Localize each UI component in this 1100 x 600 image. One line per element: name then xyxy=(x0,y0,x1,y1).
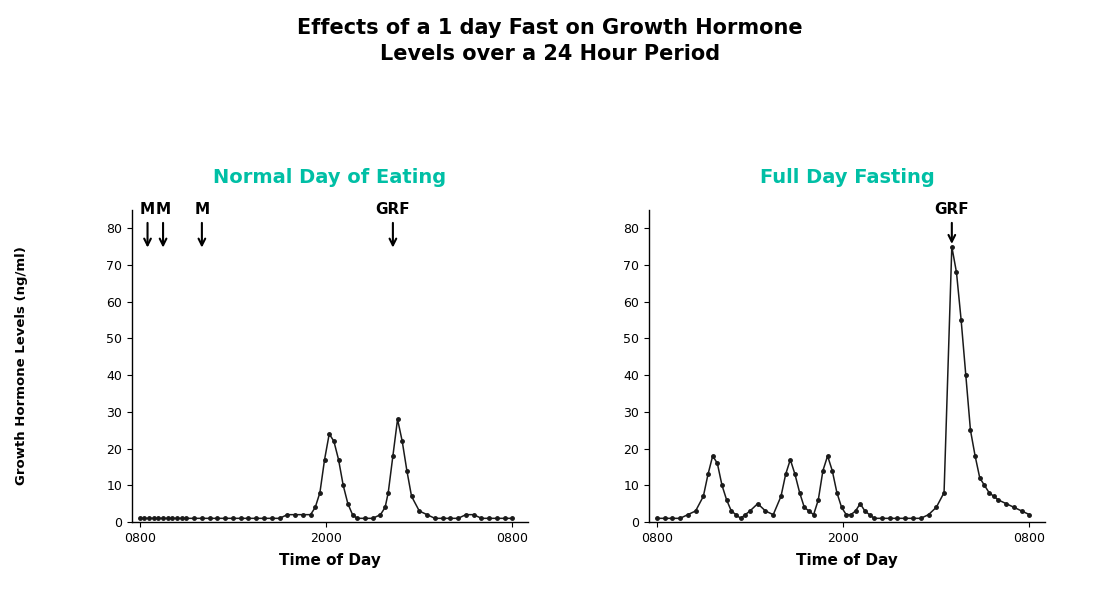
Text: Growth Hormone Levels (ng/ml): Growth Hormone Levels (ng/ml) xyxy=(15,247,29,485)
X-axis label: Time of Day: Time of Day xyxy=(796,553,898,568)
Text: Effects of a 1 day Fast on Growth Hormone
Levels over a 24 Hour Period: Effects of a 1 day Fast on Growth Hormon… xyxy=(297,18,803,64)
Text: M: M xyxy=(140,202,155,245)
Text: GRF: GRF xyxy=(375,202,410,245)
Text: M: M xyxy=(195,202,209,245)
Text: GRF: GRF xyxy=(935,202,969,242)
X-axis label: Time of Day: Time of Day xyxy=(279,553,381,568)
Text: Normal Day of Eating: Normal Day of Eating xyxy=(213,168,447,187)
Text: Full Day Fasting: Full Day Fasting xyxy=(760,168,934,187)
Text: M: M xyxy=(155,202,170,245)
